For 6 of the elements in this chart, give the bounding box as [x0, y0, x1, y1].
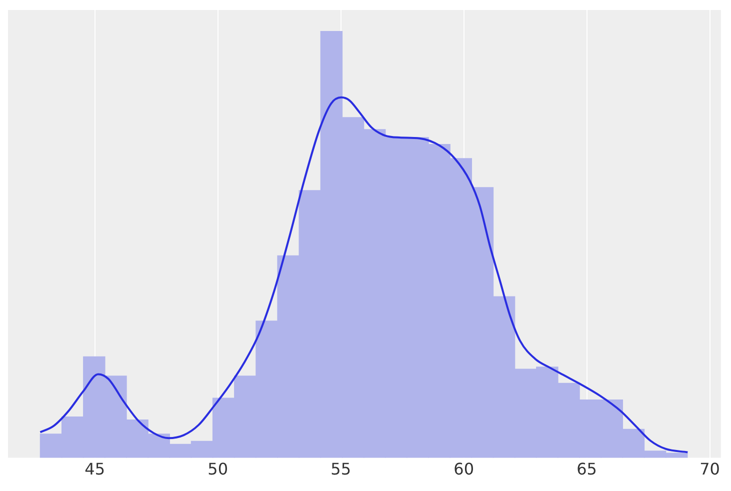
- x-tick-label: 45: [84, 460, 106, 479]
- x-tick-label: 70: [700, 460, 720, 479]
- x-tick-label: 55: [330, 460, 351, 479]
- x-tick-label: 50: [208, 460, 228, 479]
- x-tick-label: 60: [454, 460, 474, 479]
- x-tick-label: 65: [576, 460, 597, 479]
